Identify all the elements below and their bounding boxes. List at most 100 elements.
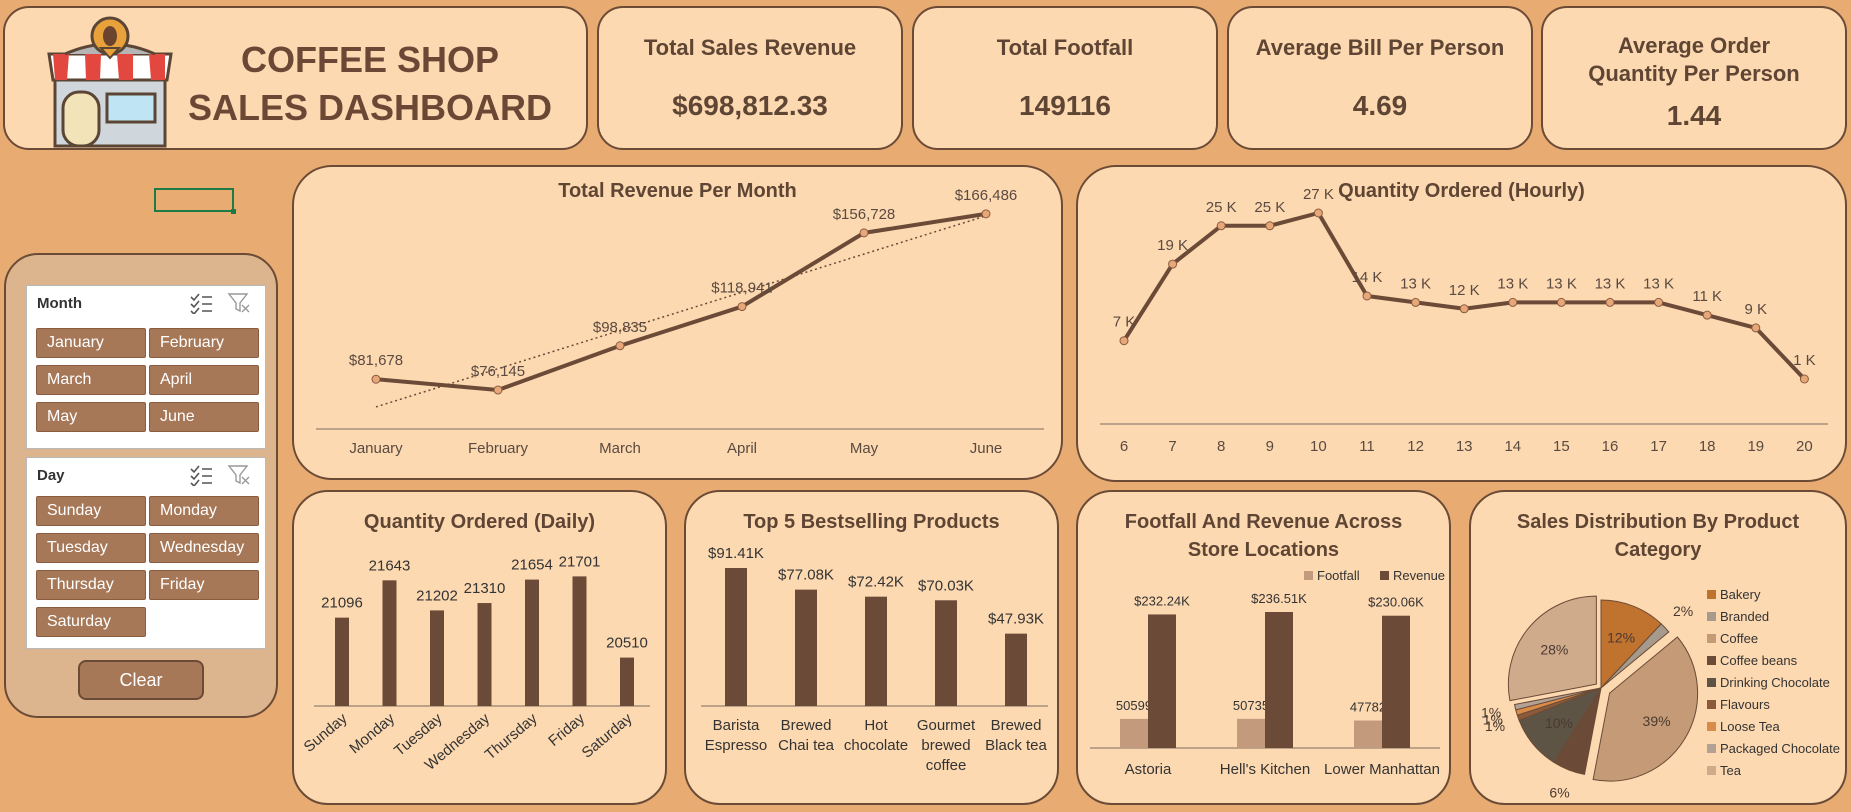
slice-label: 1% [1485, 718, 1505, 734]
slicer-item-may[interactable]: May [36, 402, 146, 432]
bar-revenue [1148, 614, 1176, 748]
data-label: 25 K [1254, 199, 1285, 216]
bar [795, 589, 817, 706]
slicer-item-thursday[interactable]: Thursday [36, 570, 146, 600]
selected-cell[interactable] [154, 188, 236, 214]
tick-label: Lower Manhattan [1324, 761, 1440, 778]
tick-label: Monday [346, 710, 398, 758]
slicer-item-monday[interactable]: Monday [149, 496, 259, 526]
bar [335, 617, 349, 706]
data-label: $230.06K [1368, 595, 1424, 610]
data-label: $166,486 [955, 187, 1018, 204]
pie-slice [1513, 687, 1602, 711]
tick-label: April [727, 440, 757, 457]
data-point [1168, 259, 1178, 269]
data-label: $156,728 [833, 206, 896, 223]
slicer-item-friday[interactable]: Friday [149, 570, 259, 600]
kpi-value: 4.69 [1352, 90, 1408, 121]
tick-label: chocolate [844, 737, 908, 754]
slicer-title: Month [37, 295, 82, 312]
slicer-item-june[interactable]: June [149, 402, 259, 432]
data-label: $232.24K [1134, 593, 1190, 608]
legend-swatch [1707, 634, 1716, 643]
data-label: $118,941 [711, 280, 772, 297]
legend-label: Flavours [1720, 697, 1770, 712]
data-label: 50599 [1116, 698, 1152, 713]
data-point [615, 341, 625, 351]
slicer-panel: Month January February March April May J… [4, 253, 278, 718]
data-point [1265, 221, 1275, 231]
kpi-value: 1.44 [1666, 100, 1722, 131]
data-label: 20510 [606, 635, 648, 652]
bar-revenue [1265, 612, 1293, 748]
pie-slice [1600, 599, 1662, 690]
revenue-line-plot: $81,678 January $76,145 February $98,835 Marc… [316, 187, 1044, 457]
tick-label: May [850, 440, 879, 457]
bar [935, 600, 957, 706]
slice-label: 10% [1545, 715, 1573, 731]
bar-footfall [1354, 720, 1382, 748]
tick-label: Black tea [985, 737, 1047, 754]
tick-label: Astoria [1125, 761, 1172, 778]
data-label: 1 K [1793, 352, 1816, 369]
tick-label: Saturday [579, 710, 636, 762]
bar [620, 657, 634, 706]
slicer-item-april[interactable]: April [149, 365, 259, 395]
slicer-item-february[interactable]: February [149, 328, 259, 358]
data-label: 47782 [1350, 700, 1386, 715]
slicer-title: Day [37, 467, 65, 484]
multi-select-icon[interactable] [189, 464, 213, 486]
legend-label: Coffee [1720, 631, 1758, 646]
tick-label: 19 [1747, 438, 1764, 455]
slicer-item-saturday[interactable]: Saturday [36, 607, 146, 637]
data-point [1216, 221, 1226, 231]
kpi-title: Average Order Quantity Per Person [1588, 33, 1800, 86]
tick-label: Brewed [781, 717, 832, 734]
chart-title: Footfall And Revenue Across Store Locati… [1124, 511, 1403, 561]
tick-label: 11 [1359, 438, 1375, 455]
data-point [1702, 310, 1712, 320]
legend-label: Tea [1720, 763, 1742, 778]
data-label: $81,678 [349, 352, 403, 369]
tick-label: February [468, 440, 529, 457]
slicer-item-tuesday[interactable]: Tuesday [36, 533, 146, 563]
legend-swatch [1707, 678, 1716, 687]
pie-slice [1592, 636, 1699, 782]
legend-swatch [1304, 571, 1313, 580]
data-point [1605, 297, 1615, 307]
sales-category-chart: Sales Distribution By Product Category 1… [1469, 490, 1847, 805]
slice-label: 12% [1607, 629, 1635, 645]
data-point [371, 374, 381, 384]
top-products-chart: Top 5 Bestselling Products $91.41K Barist… [684, 490, 1059, 805]
data-label: $47.93K [988, 611, 1044, 628]
legend-label: Packaged Chocolate [1720, 741, 1840, 756]
bar [1005, 633, 1027, 706]
legend-swatch [1707, 700, 1716, 709]
slicer-item-january[interactable]: January [36, 328, 146, 358]
quantity-daily-chart: Quantity Ordered (Daily) 21096 Sunday 2164… [292, 490, 667, 805]
tick-label: Chai tea [778, 737, 835, 754]
data-label: 13 K [1400, 275, 1431, 292]
chart-title: Top 5 Bestselling Products [743, 511, 1000, 533]
tick-label: 13 [1456, 438, 1473, 455]
tick-label: 6 [1120, 438, 1128, 455]
chart-title: Total Revenue Per Month [558, 180, 797, 202]
slicer-item-march[interactable]: March [36, 365, 146, 395]
clear-button[interactable]: Clear [78, 660, 204, 700]
kpi-title: Total Sales Revenue [643, 35, 857, 60]
clear-filter-icon[interactable] [227, 292, 251, 314]
legend-swatch [1707, 656, 1716, 665]
data-label: 14 K [1352, 269, 1383, 286]
slicer-item-sunday[interactable]: Sunday [36, 496, 146, 526]
legend-swatch [1707, 744, 1716, 753]
bar-footfall [1237, 718, 1265, 748]
tick-label: 12 [1407, 438, 1424, 455]
tick-label: 20 [1796, 438, 1813, 455]
clear-filter-icon[interactable] [227, 464, 251, 486]
slice-label: 1% [1483, 711, 1503, 727]
slicer-item-wednesday[interactable]: Wednesday [149, 533, 259, 563]
data-point [1508, 297, 1518, 307]
daily-bar-plot: 21096Sunday21643Monday21202Tuesday21310W… [301, 553, 650, 774]
bar [525, 579, 539, 706]
multi-select-icon[interactable] [189, 292, 213, 314]
